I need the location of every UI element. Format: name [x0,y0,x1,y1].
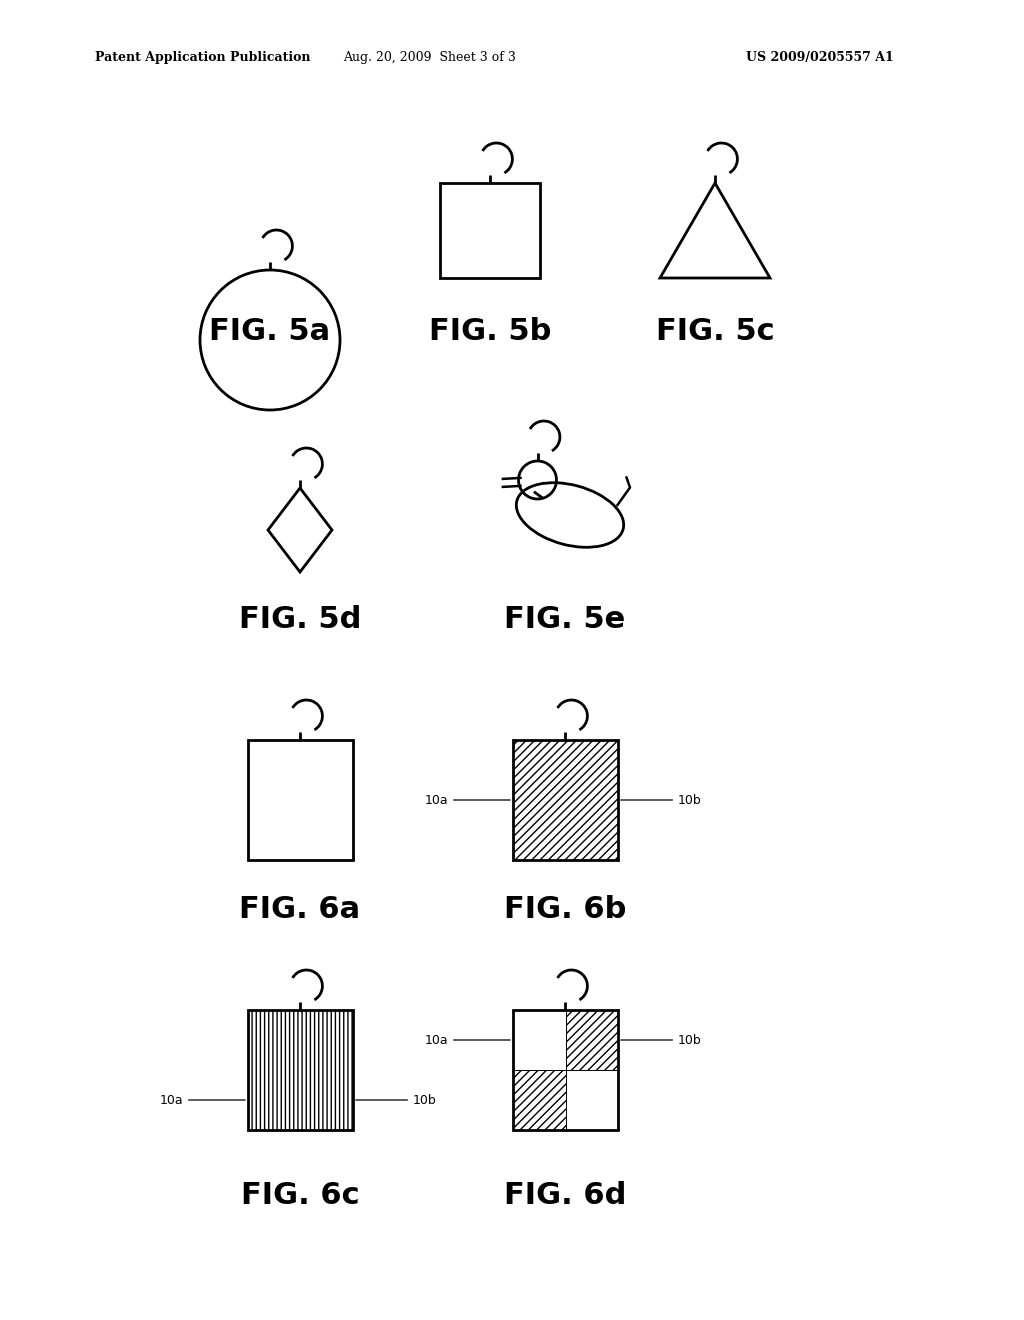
Bar [565,1010,618,1071]
Text: 10b: 10b [621,793,701,807]
Text: FIG. 5c: FIG. 5c [655,318,774,346]
Text: US 2009/0205557 A1: US 2009/0205557 A1 [746,51,894,65]
Text: 10a: 10a [424,1034,510,1047]
Bar [565,1071,618,1130]
Bar [513,1010,565,1071]
Text: 10a: 10a [160,1093,245,1106]
Text: FIG. 6a: FIG. 6a [240,895,360,924]
Text: FIG. 6c: FIG. 6c [241,1180,359,1209]
Bar [513,741,618,861]
Text: 10a: 10a [424,793,510,807]
Text: FIG. 5e: FIG. 5e [505,606,626,635]
Text: Patent Application Publication: Patent Application Publication [95,51,310,65]
Text: 10b: 10b [355,1093,437,1106]
Bar [440,183,540,279]
Text: Aug. 20, 2009  Sheet 3 of 3: Aug. 20, 2009 Sheet 3 of 3 [344,51,516,65]
Text: FIG. 6b: FIG. 6b [504,895,627,924]
Bar [513,1010,618,1130]
Text: FIG. 6d: FIG. 6d [504,1180,627,1209]
Text: 10b: 10b [621,1034,701,1047]
Text: FIG. 5b: FIG. 5b [429,318,551,346]
Bar [248,741,353,861]
Text: FIG. 5d: FIG. 5d [239,606,361,635]
Bar [513,741,618,861]
Text: FIG. 5a: FIG. 5a [210,318,331,346]
Bar [513,1071,565,1130]
Bar [248,1010,353,1130]
Bar [248,1010,353,1130]
